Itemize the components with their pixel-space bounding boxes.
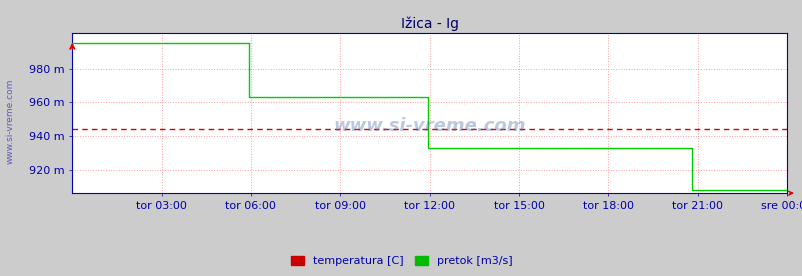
Legend: temperatura [C], pretok [m3/s]: temperatura [C], pretok [m3/s] [286,251,516,270]
Text: www.si-vreme.com: www.si-vreme.com [6,79,15,164]
Text: www.si-vreme.com: www.si-vreme.com [333,117,525,135]
Title: Ižica - Ig: Ižica - Ig [400,16,458,31]
